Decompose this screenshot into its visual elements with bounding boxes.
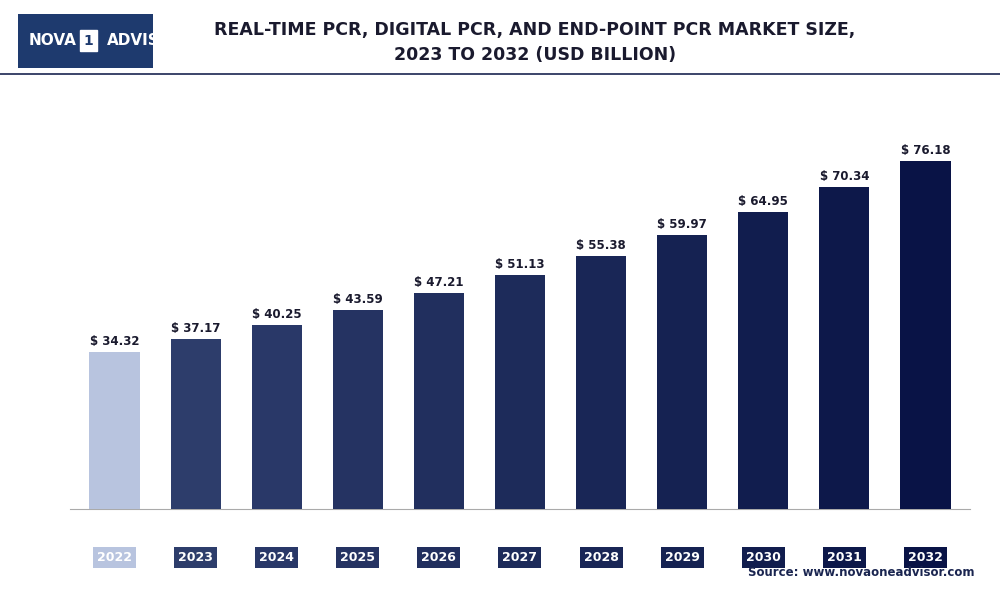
Text: ADVISOR: ADVISOR <box>107 33 185 49</box>
Text: $ 40.25: $ 40.25 <box>252 308 302 321</box>
Text: 2029: 2029 <box>665 551 700 564</box>
Bar <box>414 293 464 509</box>
Text: $ 64.95: $ 64.95 <box>738 195 788 208</box>
Bar <box>819 187 869 509</box>
Text: NOVA: NOVA <box>29 33 77 49</box>
Text: $ 43.59: $ 43.59 <box>333 292 383 305</box>
Text: $ 34.32: $ 34.32 <box>90 335 139 348</box>
Bar <box>171 339 221 509</box>
Text: $ 59.97: $ 59.97 <box>657 218 707 231</box>
Text: 2030: 2030 <box>746 551 781 564</box>
Text: 2022: 2022 <box>97 551 132 564</box>
Bar <box>252 325 302 509</box>
Text: 2032: 2032 <box>908 551 943 564</box>
Text: 2023: 2023 <box>178 551 213 564</box>
Text: $ 51.13: $ 51.13 <box>495 258 545 271</box>
Text: $ 37.17: $ 37.17 <box>171 322 220 335</box>
Text: 2024: 2024 <box>259 551 294 564</box>
Bar <box>900 160 951 509</box>
Text: 2026: 2026 <box>421 551 456 564</box>
Bar <box>495 275 545 509</box>
Text: Source: www.novaoneadvisor.com: Source: www.novaoneadvisor.com <box>748 566 975 579</box>
Text: $ 70.34: $ 70.34 <box>820 170 869 184</box>
Text: $ 76.18: $ 76.18 <box>901 143 950 156</box>
Bar <box>657 235 707 509</box>
Text: 2025: 2025 <box>340 551 375 564</box>
Text: 2028: 2028 <box>584 551 619 564</box>
Bar <box>333 310 383 509</box>
Text: 2031: 2031 <box>827 551 862 564</box>
Text: $ 47.21: $ 47.21 <box>414 276 464 289</box>
Bar <box>738 212 788 509</box>
Text: $ 55.38: $ 55.38 <box>576 239 626 252</box>
Bar <box>576 256 626 509</box>
Text: 1: 1 <box>83 34 93 48</box>
Bar <box>89 352 140 509</box>
Text: REAL-TIME PCR, DIGITAL PCR, AND END-POINT PCR MARKET SIZE,
2023 TO 2032 (USD BIL: REAL-TIME PCR, DIGITAL PCR, AND END-POIN… <box>214 21 856 64</box>
Text: 2027: 2027 <box>502 551 537 564</box>
